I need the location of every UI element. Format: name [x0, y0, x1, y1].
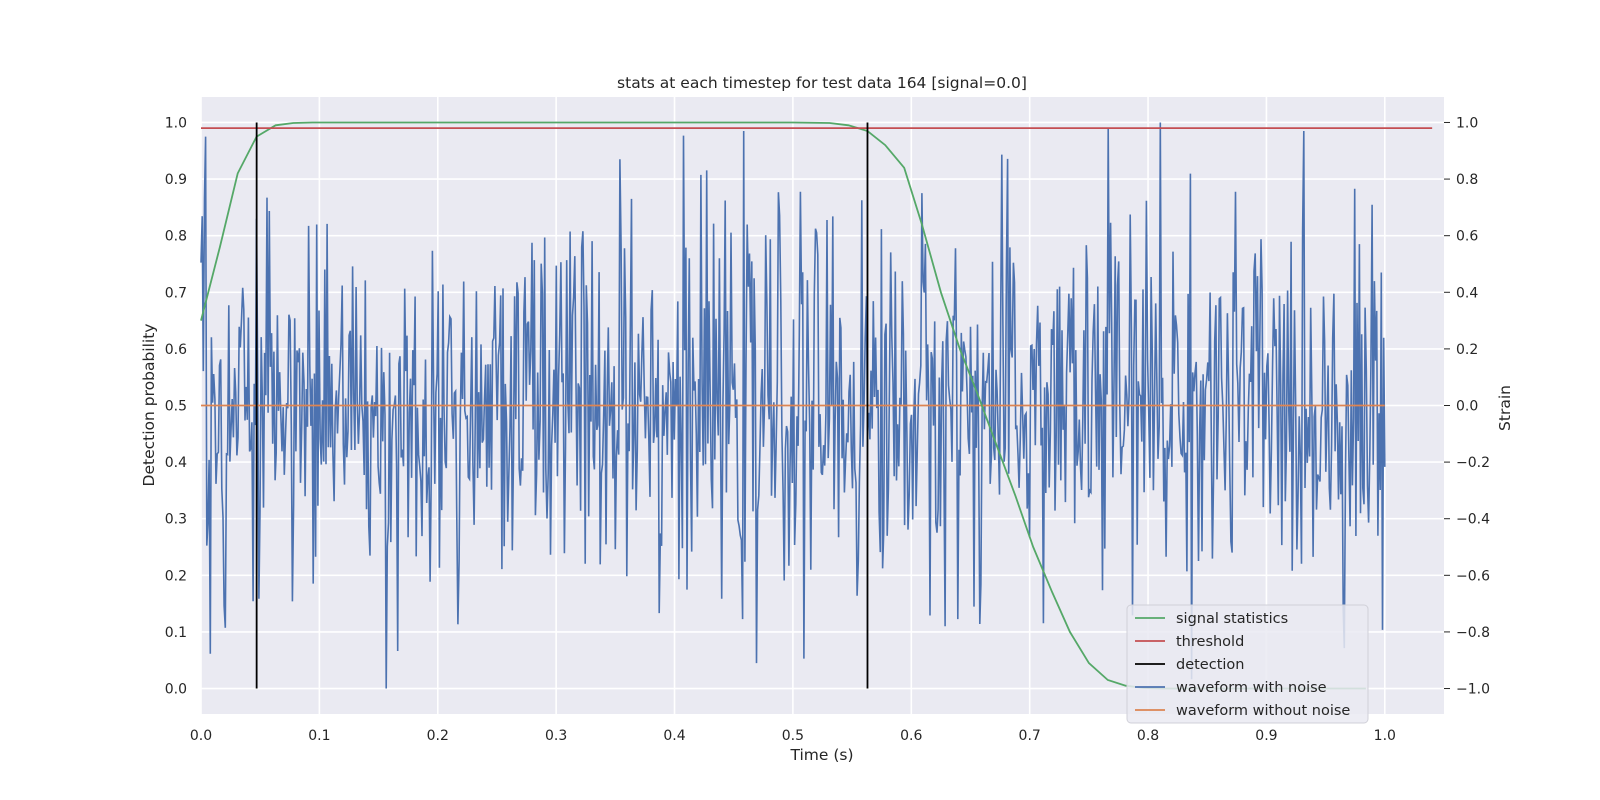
- legend-box: [1126, 604, 1369, 724]
- signal-statistics-line: [200, 121, 1366, 690]
- x-tick-label: 0.9: [1255, 728, 1277, 744]
- x-tick-label: 0.8: [1137, 728, 1159, 744]
- right-tick-label: −1.0: [1456, 682, 1490, 698]
- left-axis-label: Detection probability: [140, 324, 158, 487]
- legend-entry: waveform without noise: [1176, 703, 1350, 719]
- left-tick-label: 0.4: [165, 455, 187, 471]
- right-tick-label: −0.8: [1456, 625, 1490, 641]
- right-axis-ticks: −1.0 −0.8 −0.6 −0.4 −0.2 0.0 0.2 0.4 0.6 0.8 1.0: [1444, 115, 1490, 698]
- waveform-with-noise-line: [200, 122, 1386, 689]
- left-tick-label: 0.0: [165, 682, 187, 698]
- chart-title: stats at each timestep for test data 164…: [617, 74, 1027, 92]
- x-tick-label: 0.7: [1019, 728, 1041, 744]
- left-tick-label: 0.8: [165, 229, 187, 245]
- x-tick-label: 0.3: [545, 728, 567, 744]
- x-tick-label: 0.4: [663, 728, 685, 744]
- x-tick-label: 0.6: [900, 728, 922, 744]
- right-tick-label: 0.0: [1456, 399, 1478, 415]
- right-tick-label: −0.4: [1456, 512, 1490, 528]
- x-tick-label: 0.5: [782, 728, 804, 744]
- x-axis-ticks: 0.0 0.1 0.2 0.3 0.4 0.5 0.6 0.7 0.8 0.9 1.0: [190, 728, 1396, 744]
- legend-entry: detection: [1176, 657, 1244, 673]
- left-tick-label: 0.9: [165, 172, 187, 188]
- right-tick-label: −0.2: [1456, 455, 1490, 471]
- right-axis-label: Strain: [1496, 385, 1514, 431]
- x-axis-label: Time (s): [789, 746, 853, 764]
- left-tick-label: 0.3: [165, 512, 187, 528]
- left-tick-label: 0.7: [165, 285, 187, 301]
- left-tick-label: 1.0: [165, 115, 187, 131]
- left-tick-label: 0.2: [165, 568, 187, 584]
- left-tick-label: 0.5: [165, 399, 187, 415]
- left-tick-label: 0.1: [165, 625, 187, 641]
- right-tick-label: 1.0: [1456, 115, 1478, 131]
- right-tick-label: 0.8: [1456, 172, 1478, 188]
- left-axis-ticks: 0.0 0.1 0.2 0.3 0.4 0.5 0.6 0.7 0.8 0.9 1.0: [165, 115, 187, 697]
- right-tick-label: 0.2: [1456, 342, 1478, 358]
- plot-series: [200, 121, 1433, 690]
- legend-entry: waveform with noise: [1176, 680, 1327, 696]
- right-tick-label: −0.6: [1456, 568, 1490, 584]
- x-tick-label: 0.0: [190, 728, 212, 744]
- legend-entry: threshold: [1176, 634, 1244, 650]
- x-tick-label: 0.1: [308, 728, 330, 744]
- legend: signal statistics threshold detection wavef…: [1126, 604, 1369, 724]
- right-tick-label: 0.6: [1456, 229, 1478, 245]
- x-tick-label: 1.0: [1374, 728, 1396, 744]
- left-tick-label: 0.6: [165, 342, 187, 358]
- x-tick-label: 0.2: [427, 728, 449, 744]
- legend-entry: signal statistics: [1176, 611, 1288, 627]
- right-tick-label: 0.4: [1456, 285, 1478, 301]
